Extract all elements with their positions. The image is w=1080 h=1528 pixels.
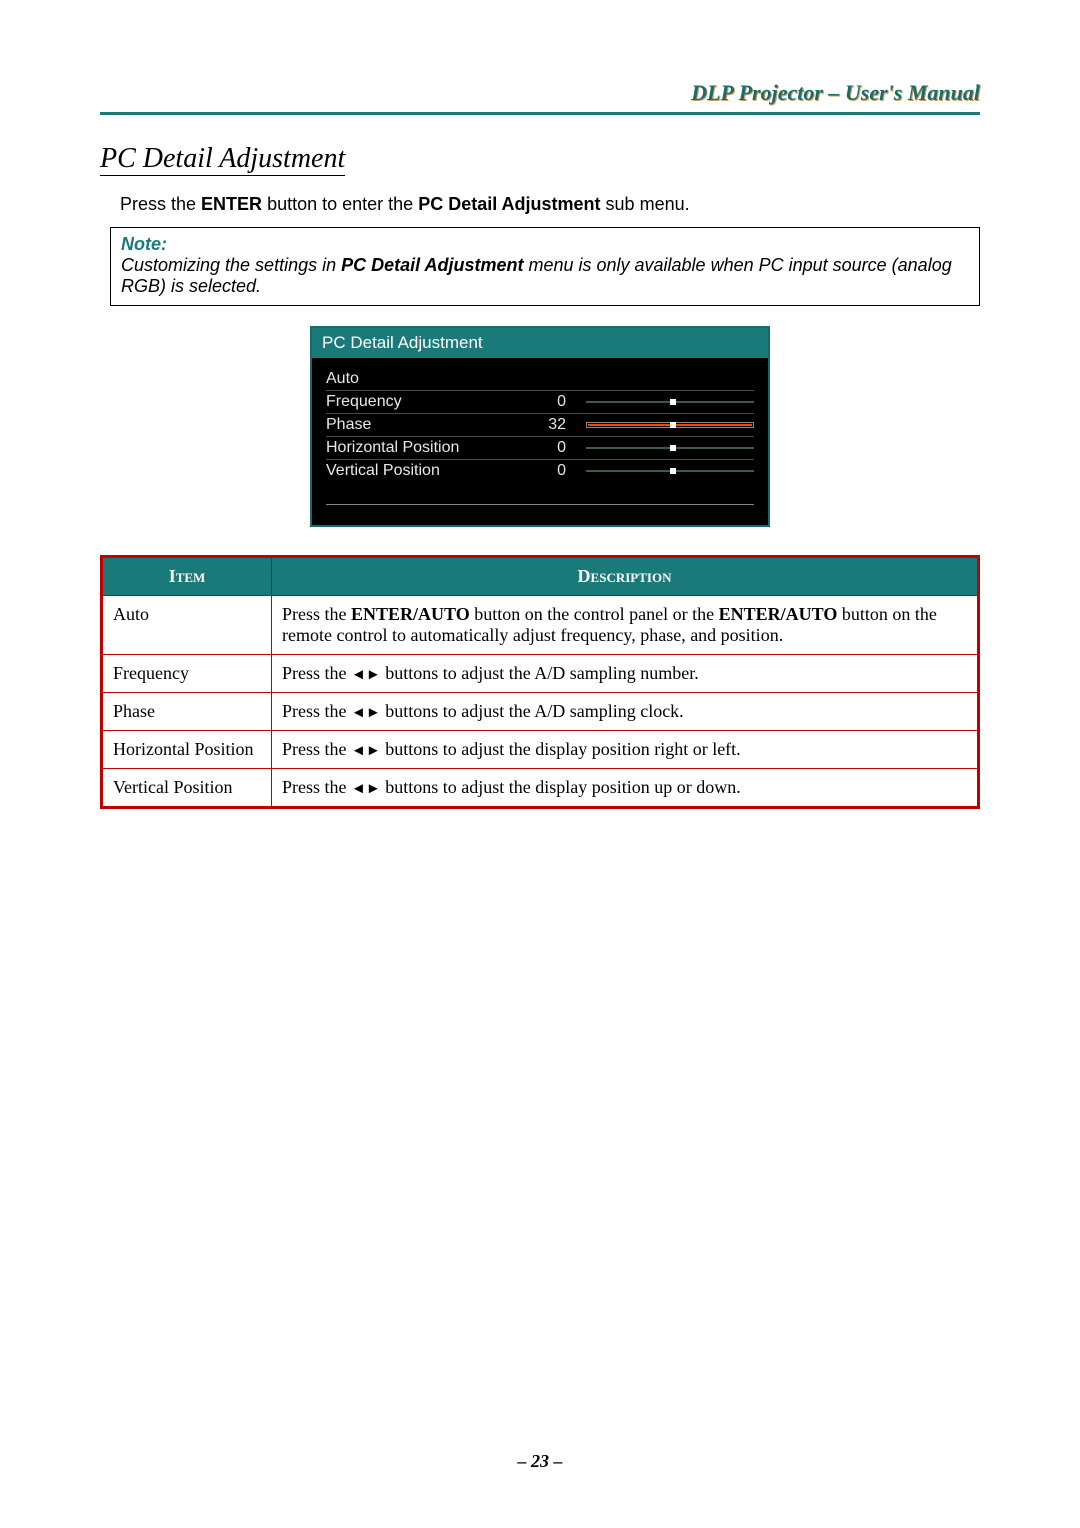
osd-slider[interactable] [586, 420, 754, 430]
table-row: Horizontal Position Press the ◄► buttons… [102, 731, 979, 769]
instr-suffix: sub menu. [601, 194, 690, 214]
osd-divider [326, 504, 754, 505]
osd-row-vertical[interactable]: Vertical Position 0 [326, 460, 754, 482]
osd-row-frequency[interactable]: Frequency 0 [326, 391, 754, 414]
note-label: Note: [121, 234, 969, 255]
page-number: – 23 – [0, 1451, 1080, 1472]
osd-value: 0 [526, 393, 586, 411]
osd-label: Auto [326, 370, 526, 388]
osd-label: Phase [326, 416, 526, 434]
cell-desc: Press the ◄► buttons to adjust the displ… [272, 769, 979, 808]
osd-panel: PC Detail Adjustment Auto Frequency 0 Ph… [310, 326, 770, 527]
instr-bold2: PC Detail Adjustment [418, 194, 600, 214]
osd-slider[interactable] [586, 466, 754, 476]
arrow-icon: ◄► [351, 742, 381, 759]
desc-suffix: buttons to adjust the A/D sampling numbe… [381, 663, 699, 683]
desc-suffix: buttons to adjust the display position u… [381, 777, 741, 797]
arrow-icon: ◄► [351, 780, 381, 797]
desc-bold: ENTER/AUTO [351, 604, 470, 624]
col-item: Item [102, 557, 272, 596]
cell-item: Phase [102, 693, 272, 731]
desc-prefix: Press the [282, 701, 351, 721]
cell-item: Vertical Position [102, 769, 272, 808]
table-header-row: Item Description [102, 557, 979, 596]
instr-bold1: ENTER [201, 194, 262, 214]
note-prefix: Customizing the settings in [121, 255, 341, 275]
desc-prefix: Press the [282, 739, 351, 759]
osd-row-phase[interactable]: Phase 32 [326, 414, 754, 437]
osd-value: 0 [526, 462, 586, 480]
table-row: Phase Press the ◄► buttons to adjust the… [102, 693, 979, 731]
instr-mid: button to enter the [262, 194, 418, 214]
osd-row-horizontal[interactable]: Horizontal Position 0 [326, 437, 754, 460]
osd-slider[interactable] [586, 443, 754, 453]
table-row: Vertical Position Press the ◄► buttons t… [102, 769, 979, 808]
cell-desc: Press the ENTER/AUTO button on the contr… [272, 596, 979, 655]
instr-prefix: Press the [120, 194, 201, 214]
note-bold: PC Detail Adjustment [341, 255, 523, 275]
cell-desc: Press the ◄► buttons to adjust the A/D s… [272, 693, 979, 731]
instruction-text: Press the ENTER button to enter the PC D… [120, 194, 980, 215]
col-description: Description [272, 557, 979, 596]
doc-header: DLP Projector – User's Manual [100, 80, 980, 115]
desc-bold: ENTER/AUTO [719, 604, 838, 624]
desc-prefix: Press the [282, 777, 351, 797]
note-body: Customizing the settings in PC Detail Ad… [121, 255, 969, 297]
section-title: PC Detail Adjustment [100, 143, 345, 176]
osd-value: 32 [526, 416, 586, 434]
osd-body: Auto Frequency 0 Phase 32 Horizontal Pos… [312, 358, 768, 525]
cell-item: Auto [102, 596, 272, 655]
cell-desc: Press the ◄► buttons to adjust the displ… [272, 731, 979, 769]
osd-value: 0 [526, 439, 586, 457]
osd-row-auto[interactable]: Auto [326, 368, 754, 391]
arrow-icon: ◄► [351, 704, 381, 721]
osd-label: Frequency [326, 393, 526, 411]
table-row: Frequency Press the ◄► buttons to adjust… [102, 655, 979, 693]
osd-label: Vertical Position [326, 462, 526, 480]
desc-prefix: Press the [282, 663, 351, 683]
description-table: Item Description Auto Press the ENTER/AU… [100, 555, 980, 809]
cell-item: Frequency [102, 655, 272, 693]
note-box: Note: Customizing the settings in PC Det… [110, 227, 980, 306]
cell-item: Horizontal Position [102, 731, 272, 769]
desc-suffix: buttons to adjust the display position r… [381, 739, 741, 759]
osd-label: Horizontal Position [326, 439, 526, 457]
cell-desc: Press the ◄► buttons to adjust the A/D s… [272, 655, 979, 693]
osd-slider[interactable] [586, 397, 754, 407]
table-row: Auto Press the ENTER/AUTO button on the … [102, 596, 979, 655]
osd-title: PC Detail Adjustment [312, 328, 768, 358]
desc-suffix: buttons to adjust the A/D sampling clock… [381, 701, 684, 721]
desc-mid: button on the control panel or the [470, 604, 719, 624]
desc-prefix: Press the [282, 604, 351, 624]
arrow-icon: ◄► [351, 666, 381, 683]
